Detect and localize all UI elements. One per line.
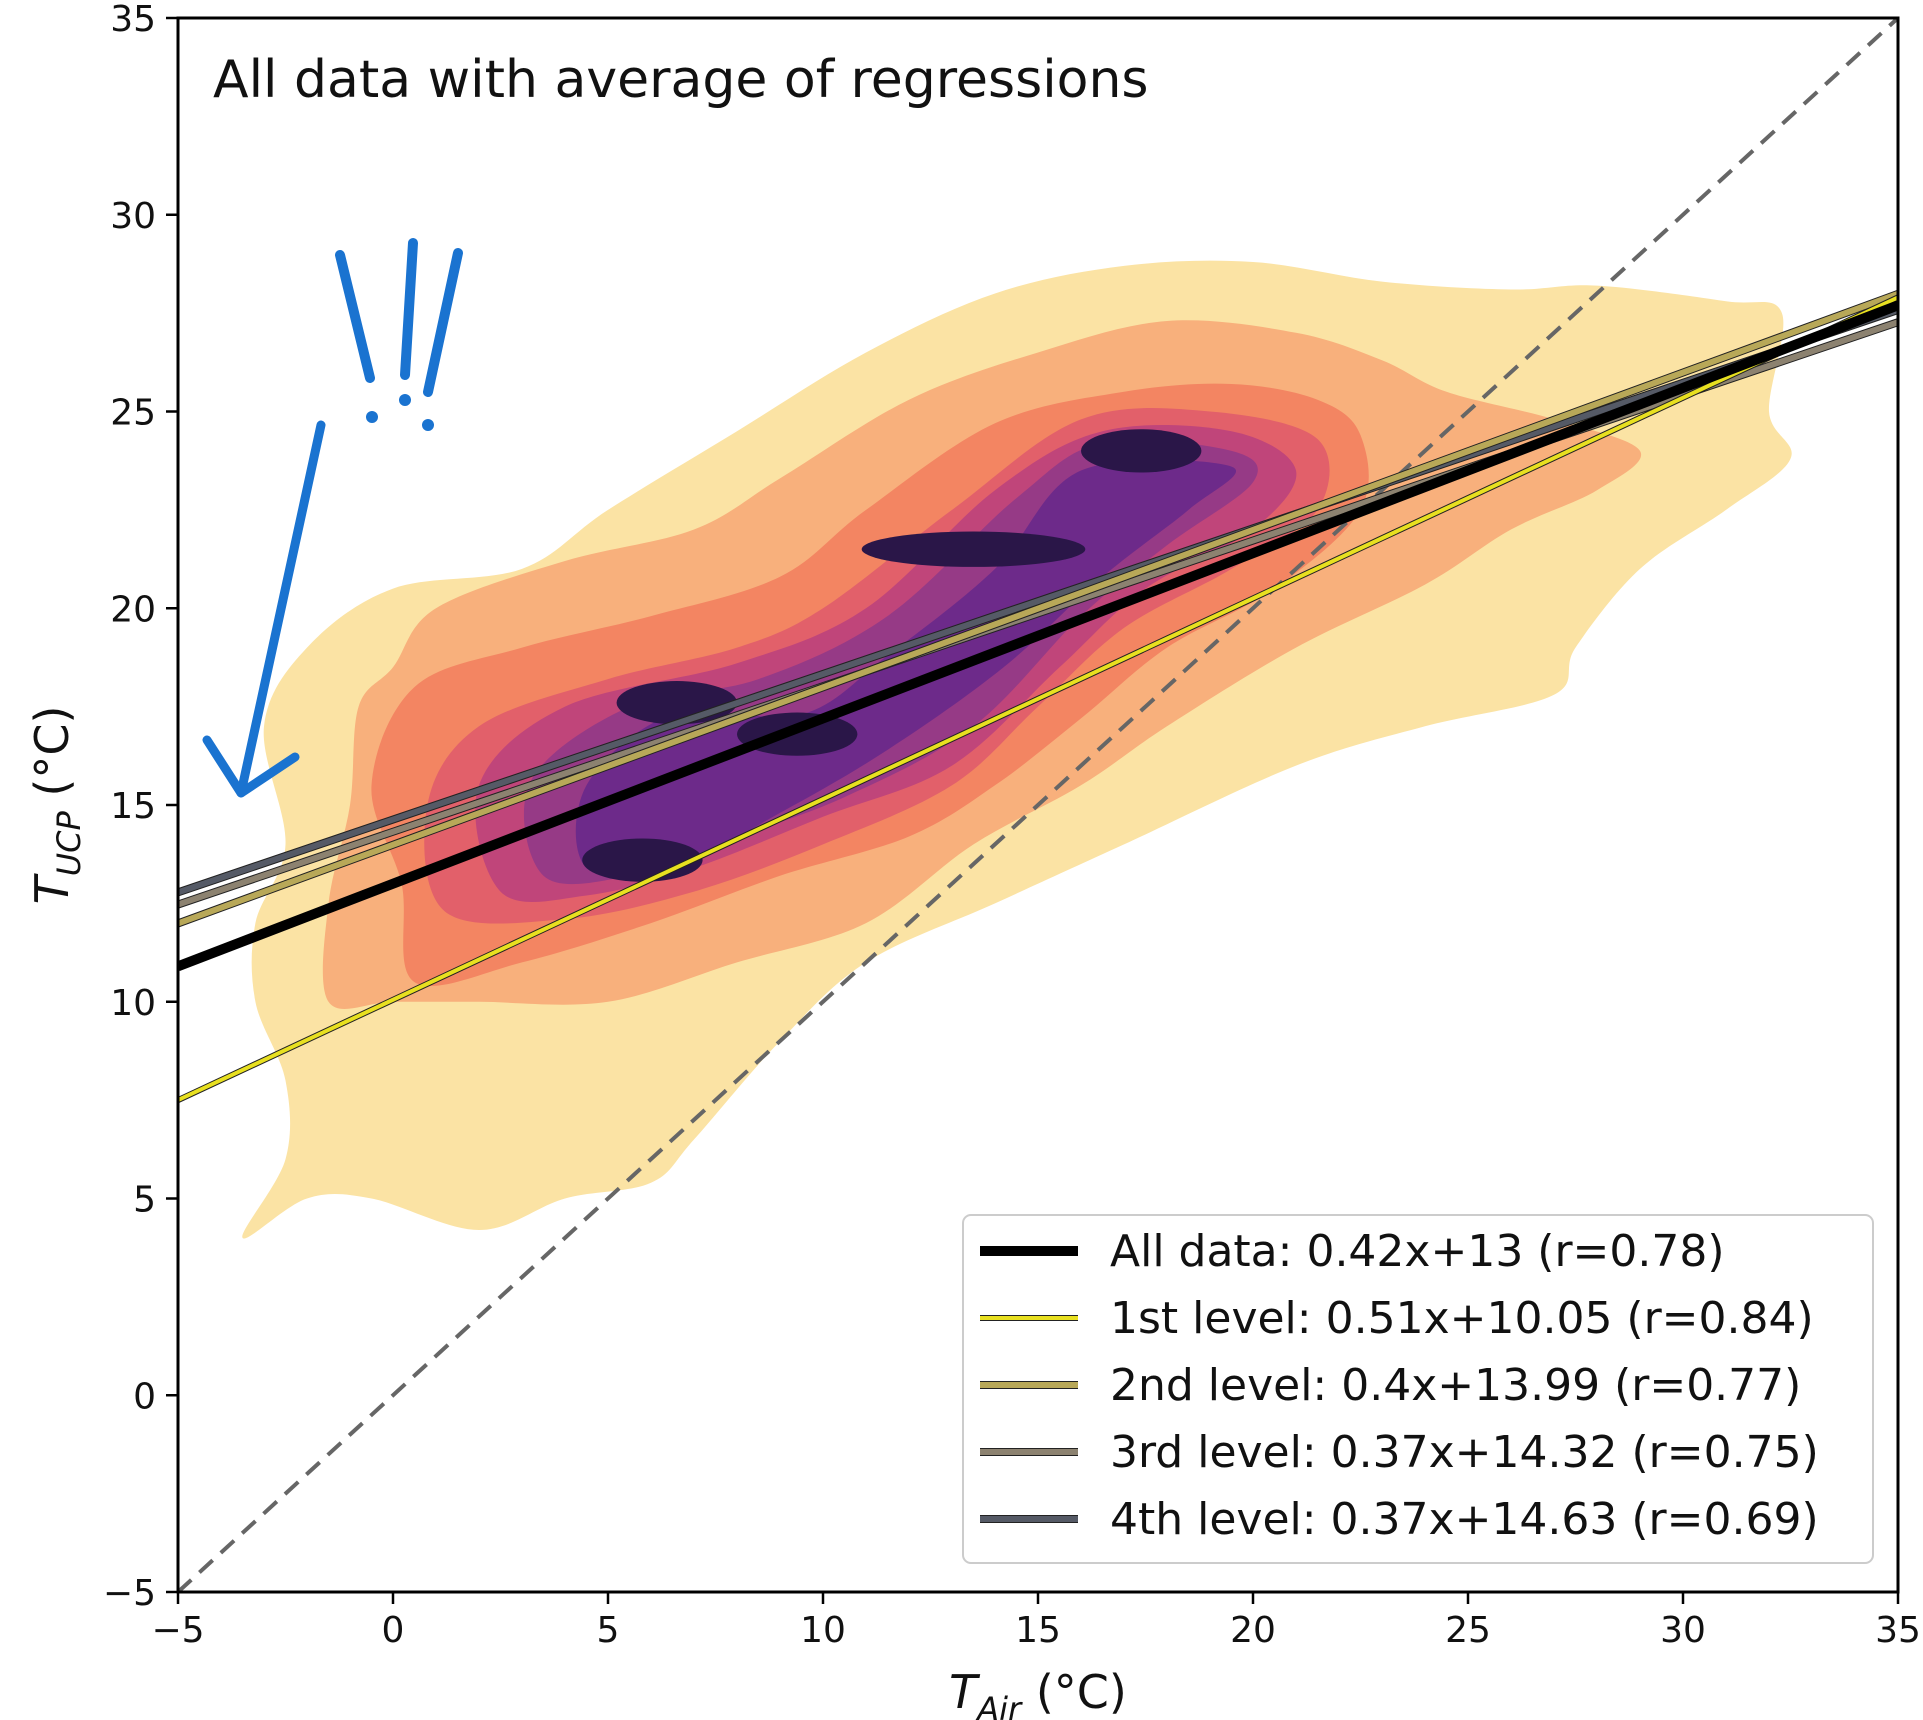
x-tick-label: 30 (1660, 1610, 1706, 1651)
annotation-dot (366, 411, 378, 423)
annotation-stroke (423, 248, 463, 397)
arrow-annotation (202, 420, 326, 798)
y-tick-label: 10 (110, 983, 156, 1024)
chart-title: All data with average of regressions (213, 50, 1149, 110)
legend-label: All data: 0.42x+13 (r=0.78) (1110, 1226, 1725, 1277)
legend: All data: 0.42x+13 (r=0.78) 1st level: 0.… (962, 1214, 1874, 1564)
x-tick-label: 10 (800, 1610, 846, 1651)
density-peak (1081, 429, 1202, 473)
identity-line (178, 18, 1898, 1592)
y-tick-label: 0 (133, 1376, 156, 1417)
legend-label: 4th level: 0.37x+14.63 (r=0.69) (1110, 1494, 1819, 1545)
density-contour-level-7 (575, 459, 1237, 877)
lines-layer (178, 18, 1898, 1592)
regression-line (178, 307, 1898, 896)
annotation-stroke (335, 250, 375, 383)
y-axis: −5 0 5 10 15 20 25 30 35 (103, 0, 178, 1614)
exclamation-annotation (335, 238, 463, 431)
annotation-dot (399, 394, 411, 406)
density-peak (582, 838, 703, 882)
x-tick-label: 5 (597, 1610, 620, 1651)
regression-line (178, 291, 1898, 927)
x-tick-label: −5 (151, 1610, 204, 1651)
y-tick-label: 5 (133, 1180, 156, 1221)
density-layer (242, 260, 1792, 1239)
y-tick-label: 30 (110, 196, 156, 237)
legend-label: 2nd level: 0.4x+13.99 (r=0.77) (1110, 1360, 1801, 1411)
regression-line (178, 295, 1898, 1102)
legend-label: 1st level: 0.51x+10.05 (r=0.84) (1110, 1293, 1814, 1344)
annotation-dot (422, 419, 434, 431)
x-tick-label: 35 (1875, 1610, 1921, 1651)
y-tick-label: 35 (110, 0, 156, 40)
y-axis-title: TUCP (°C) (25, 706, 88, 905)
x-tick-label: 15 (1015, 1610, 1061, 1651)
legend-box (962, 1214, 1874, 1564)
y-tick-label: 20 (110, 589, 156, 630)
x-axis-title: TAir (°C) (949, 1665, 1127, 1720)
arrow-head (202, 735, 300, 798)
y-tick-label: 25 (110, 393, 156, 434)
x-tick-label: 25 (1445, 1610, 1491, 1651)
x-axis: −5 0 5 10 15 20 25 30 35 (151, 1592, 1921, 1651)
density-peak (861, 531, 1086, 567)
x-tick-label: 0 (382, 1610, 405, 1651)
annotation-stroke (400, 238, 418, 380)
x-tick-label: 20 (1230, 1610, 1276, 1651)
regression-line (178, 300, 1898, 972)
y-tick-label: 15 (110, 786, 156, 827)
arrow-shaft (236, 420, 326, 798)
legend-label: 3rd level: 0.37x+14.32 (r=0.75) (1110, 1427, 1819, 1478)
y-tick-label: −5 (103, 1573, 156, 1614)
